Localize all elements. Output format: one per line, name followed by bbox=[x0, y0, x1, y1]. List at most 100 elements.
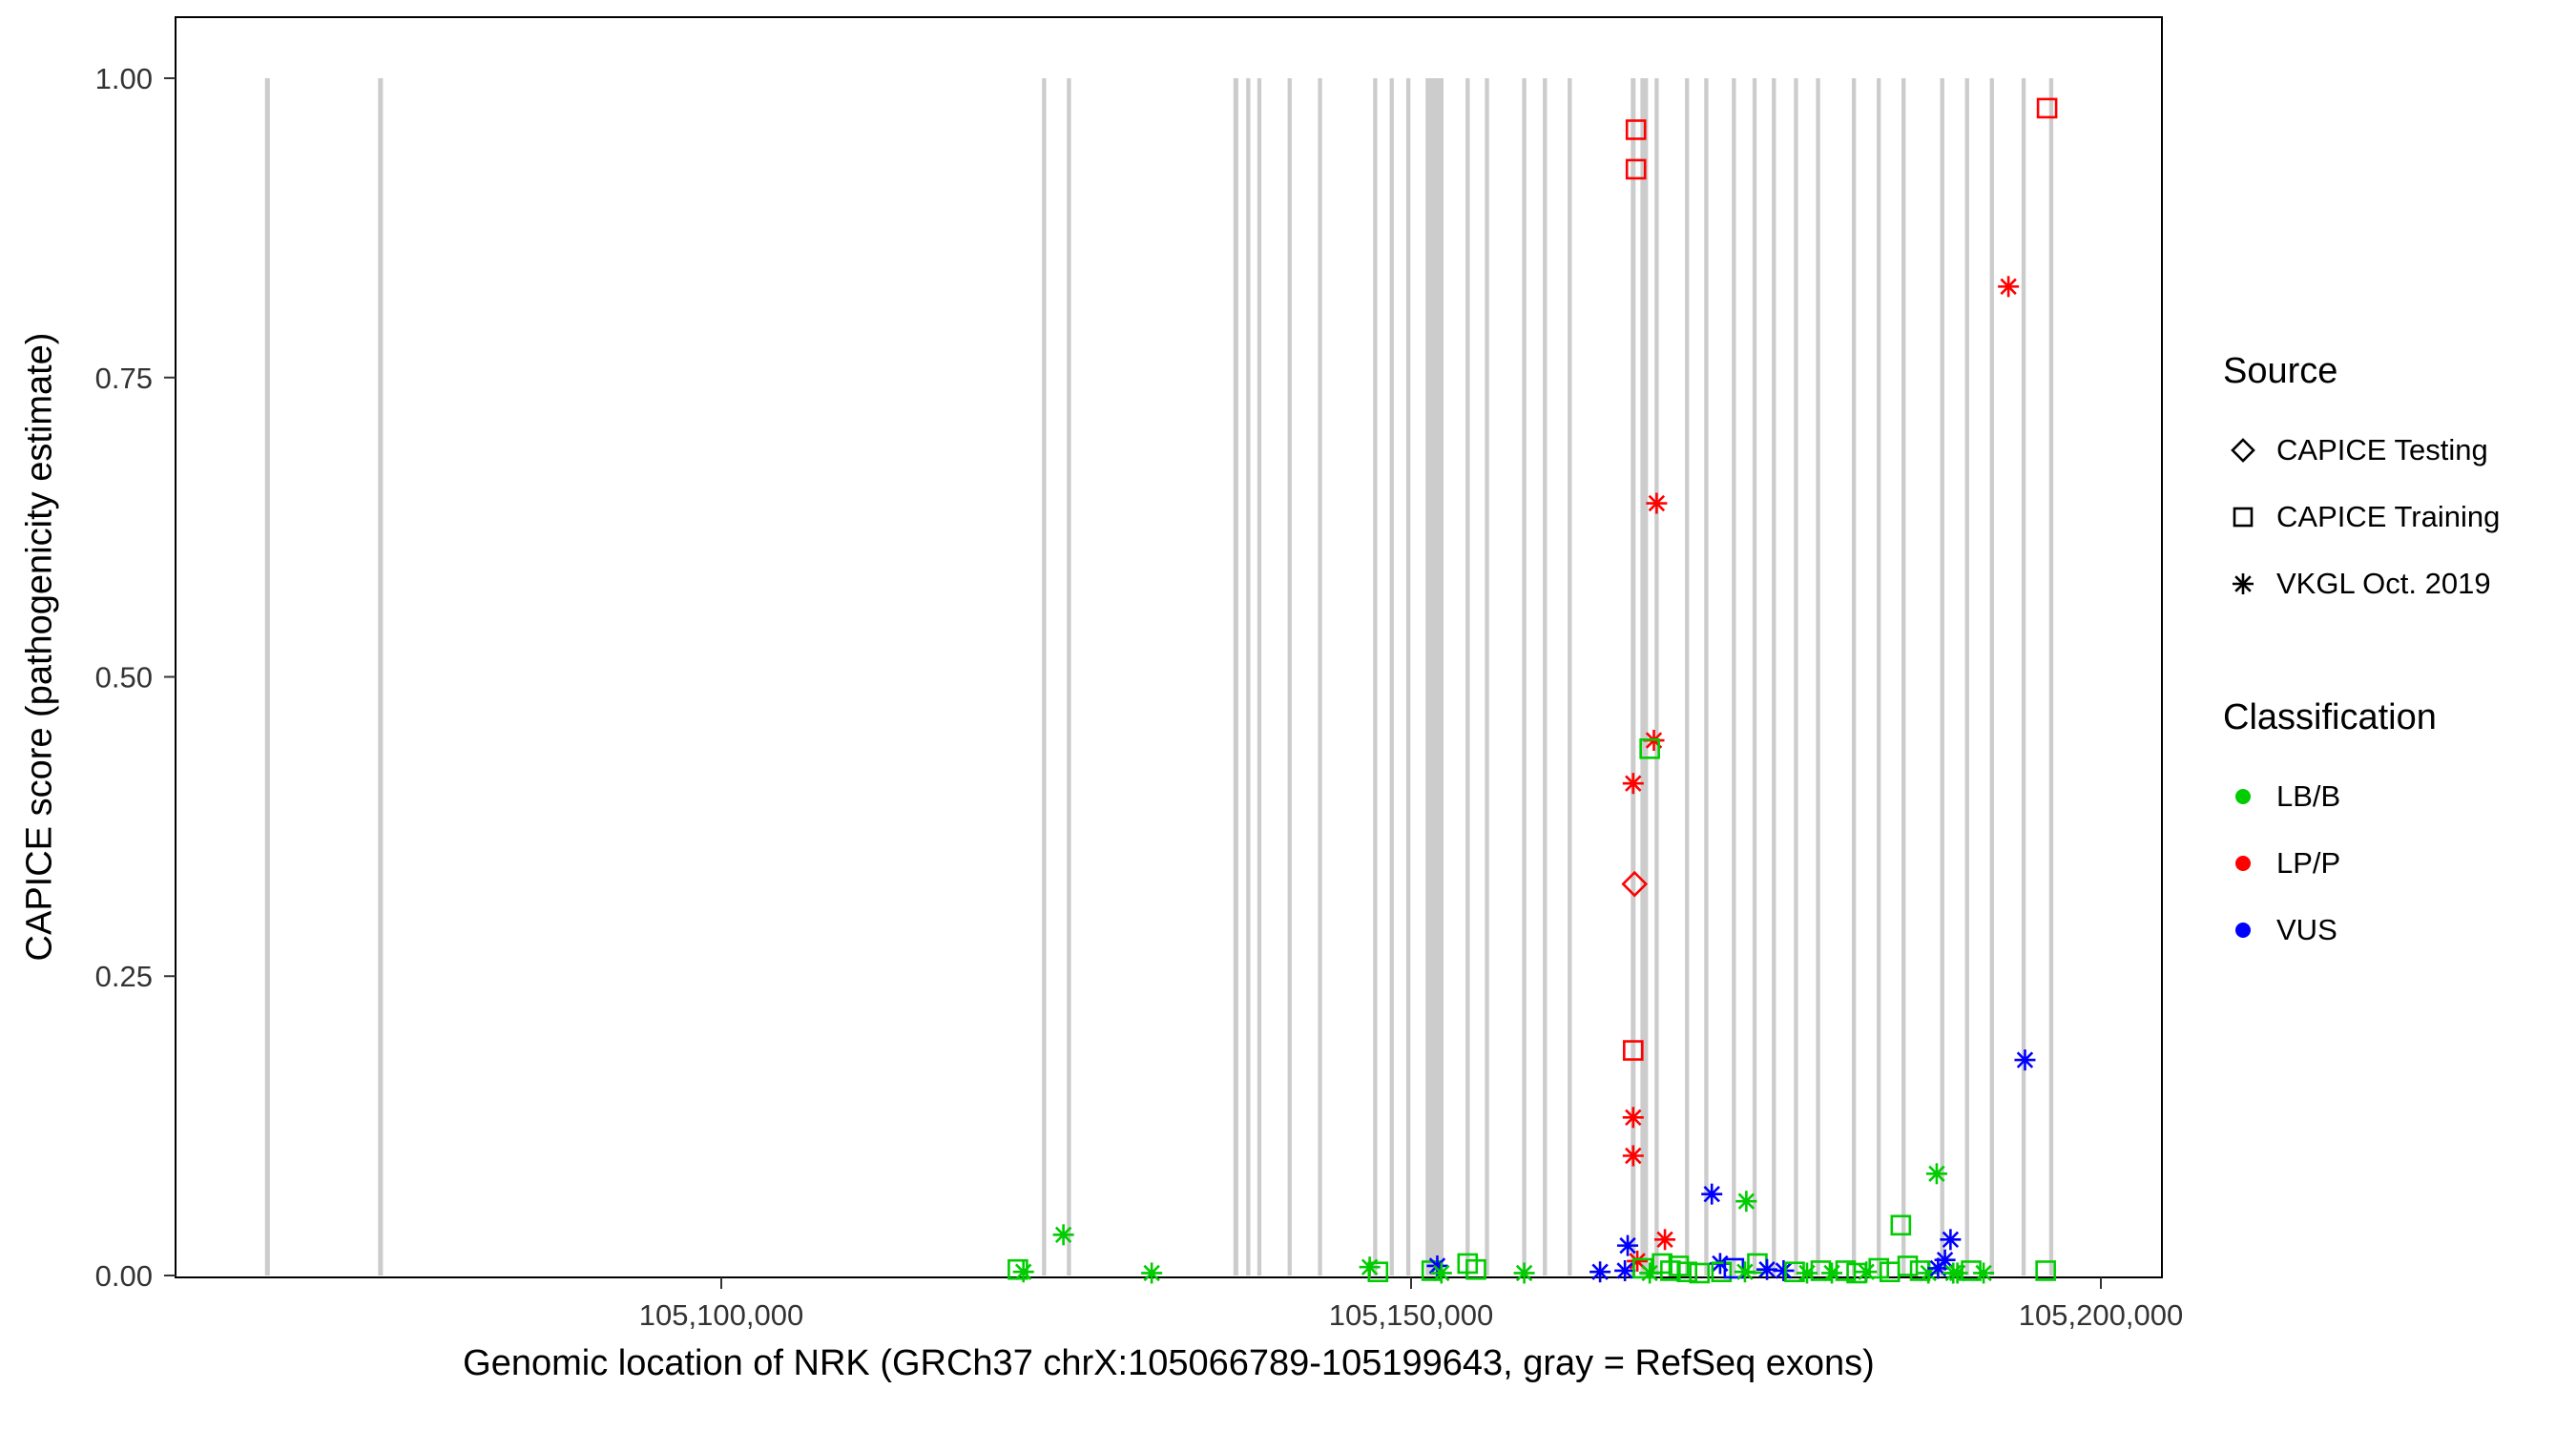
data-point bbox=[1614, 1259, 1636, 1281]
lbb-dot-icon bbox=[2235, 789, 2251, 804]
exon-region bbox=[1752, 78, 1757, 1275]
data-point bbox=[1052, 1224, 1074, 1246]
exon-region bbox=[1772, 78, 1776, 1275]
data-point bbox=[2036, 97, 2058, 119]
y-axis-title: CAPICE score (pathogenicity estimate) bbox=[19, 332, 60, 962]
legend-item-vus: VUS bbox=[2223, 897, 2500, 964]
legend-item-label: VKGL Oct. 2019 bbox=[2276, 567, 2491, 600]
exon-region bbox=[1816, 78, 1820, 1275]
exon-region bbox=[1732, 78, 1736, 1275]
legend-item-label: CAPICE Testing bbox=[2276, 433, 2488, 467]
exon-region bbox=[1568, 78, 1572, 1275]
legend-item-capice-training: CAPICE Training bbox=[2223, 484, 2500, 550]
legend-item-lpp: LP/P bbox=[2223, 830, 2500, 897]
exon-region bbox=[1246, 78, 1251, 1275]
data-point bbox=[1430, 1262, 1452, 1284]
data-point bbox=[1625, 158, 1647, 180]
exon-region bbox=[1685, 78, 1690, 1275]
legend-item-vkgl: VKGL Oct. 2019 bbox=[2223, 550, 2500, 617]
data-point bbox=[1625, 119, 1647, 140]
exon-region bbox=[1640, 78, 1649, 1275]
legend-item-label: VUS bbox=[2276, 913, 2337, 946]
x-tick-label: 105,100,000 bbox=[639, 1298, 803, 1332]
exon-region bbox=[1042, 78, 1047, 1275]
data-point bbox=[1621, 870, 1649, 898]
exon-region bbox=[1425, 78, 1444, 1275]
data-point bbox=[1973, 1262, 1995, 1284]
data-point bbox=[1856, 1261, 1878, 1283]
data-point bbox=[1367, 1261, 1389, 1283]
exon-region bbox=[1405, 78, 1411, 1275]
data-point bbox=[1141, 1262, 1163, 1284]
exon-region bbox=[1794, 78, 1798, 1275]
exon-region bbox=[1964, 78, 1969, 1275]
x-tick-label: 105,200,000 bbox=[2019, 1298, 2183, 1332]
exon-region bbox=[1233, 78, 1238, 1275]
exon-region bbox=[1465, 78, 1470, 1275]
data-point bbox=[1773, 1259, 1795, 1281]
y-tick-label: 0.50 bbox=[95, 660, 153, 694]
y-tick-label: 0.00 bbox=[95, 1259, 153, 1293]
data-point bbox=[1925, 1163, 1947, 1185]
data-point bbox=[1868, 1257, 1889, 1279]
data-point bbox=[1617, 1234, 1639, 1256]
data-point bbox=[1897, 1255, 1919, 1276]
x-axis-title: Genomic location of NRK (GRCh37 chrX:105… bbox=[463, 1343, 1875, 1383]
data-point bbox=[1589, 1261, 1611, 1283]
vus-dot-icon bbox=[2235, 923, 2251, 938]
exon-region bbox=[1989, 78, 1994, 1275]
lpp-dot-icon bbox=[2235, 856, 2251, 871]
data-point bbox=[1835, 1260, 1857, 1281]
data-point bbox=[1689, 1262, 1711, 1284]
exon-region bbox=[1940, 78, 1944, 1275]
panel-border bbox=[175, 16, 2163, 1278]
exon-region bbox=[2048, 78, 2054, 1275]
data-point bbox=[1646, 492, 1668, 514]
legend-item-capice-testing: CAPICE Testing bbox=[2223, 417, 2500, 484]
exon-region bbox=[1373, 78, 1378, 1275]
exon-region bbox=[1257, 78, 1262, 1275]
data-point bbox=[1701, 1183, 1723, 1205]
asterisk-icon bbox=[2233, 573, 2254, 594]
exon-region bbox=[1877, 78, 1881, 1275]
data-point bbox=[2014, 1049, 2036, 1071]
data-point bbox=[1890, 1214, 1912, 1236]
exon-region bbox=[1631, 78, 1636, 1275]
x-tick-label: 105,150,000 bbox=[1329, 1298, 1493, 1332]
legend-classification-title: Classification bbox=[2223, 697, 2437, 737]
y-tick-label: 0.25 bbox=[95, 960, 153, 993]
legend-item-label: CAPICE Training bbox=[2276, 500, 2501, 533]
exon-region bbox=[1654, 78, 1659, 1275]
legend-item-label: LP/P bbox=[2276, 846, 2341, 880]
y-tick-label: 0.75 bbox=[95, 362, 153, 395]
data-point bbox=[1513, 1262, 1535, 1284]
legend-item-lbb: LB/B bbox=[2223, 763, 2500, 830]
data-point bbox=[2035, 1260, 2056, 1281]
data-point bbox=[1622, 773, 1644, 795]
data-point bbox=[1623, 1040, 1644, 1061]
y-tick-label: 1.00 bbox=[95, 62, 153, 95]
exon-region bbox=[1704, 78, 1709, 1275]
exon-region bbox=[1485, 78, 1489, 1275]
exon-region bbox=[2021, 78, 2026, 1275]
legend-item-label: LB/B bbox=[2276, 779, 2341, 813]
data-point bbox=[1639, 737, 1660, 759]
exon-region bbox=[378, 78, 384, 1275]
exon-region bbox=[264, 78, 270, 1275]
exon-region bbox=[1067, 78, 1071, 1275]
data-point bbox=[1622, 1107, 1644, 1129]
data-point bbox=[1711, 1261, 1733, 1283]
data-point bbox=[1676, 1261, 1698, 1283]
exon-region bbox=[1389, 78, 1394, 1275]
square-icon bbox=[2233, 507, 2254, 528]
data-point bbox=[1927, 1257, 1949, 1279]
exon-region bbox=[1522, 78, 1527, 1275]
data-point bbox=[1654, 1229, 1676, 1251]
exon-region bbox=[1851, 78, 1857, 1275]
legend: Source CAPICE Testing CAPICE Training bbox=[2223, 351, 2500, 964]
data-point bbox=[1465, 1258, 1486, 1280]
legend-source-title: Source bbox=[2223, 351, 2338, 391]
exon-region bbox=[1901, 78, 1906, 1275]
